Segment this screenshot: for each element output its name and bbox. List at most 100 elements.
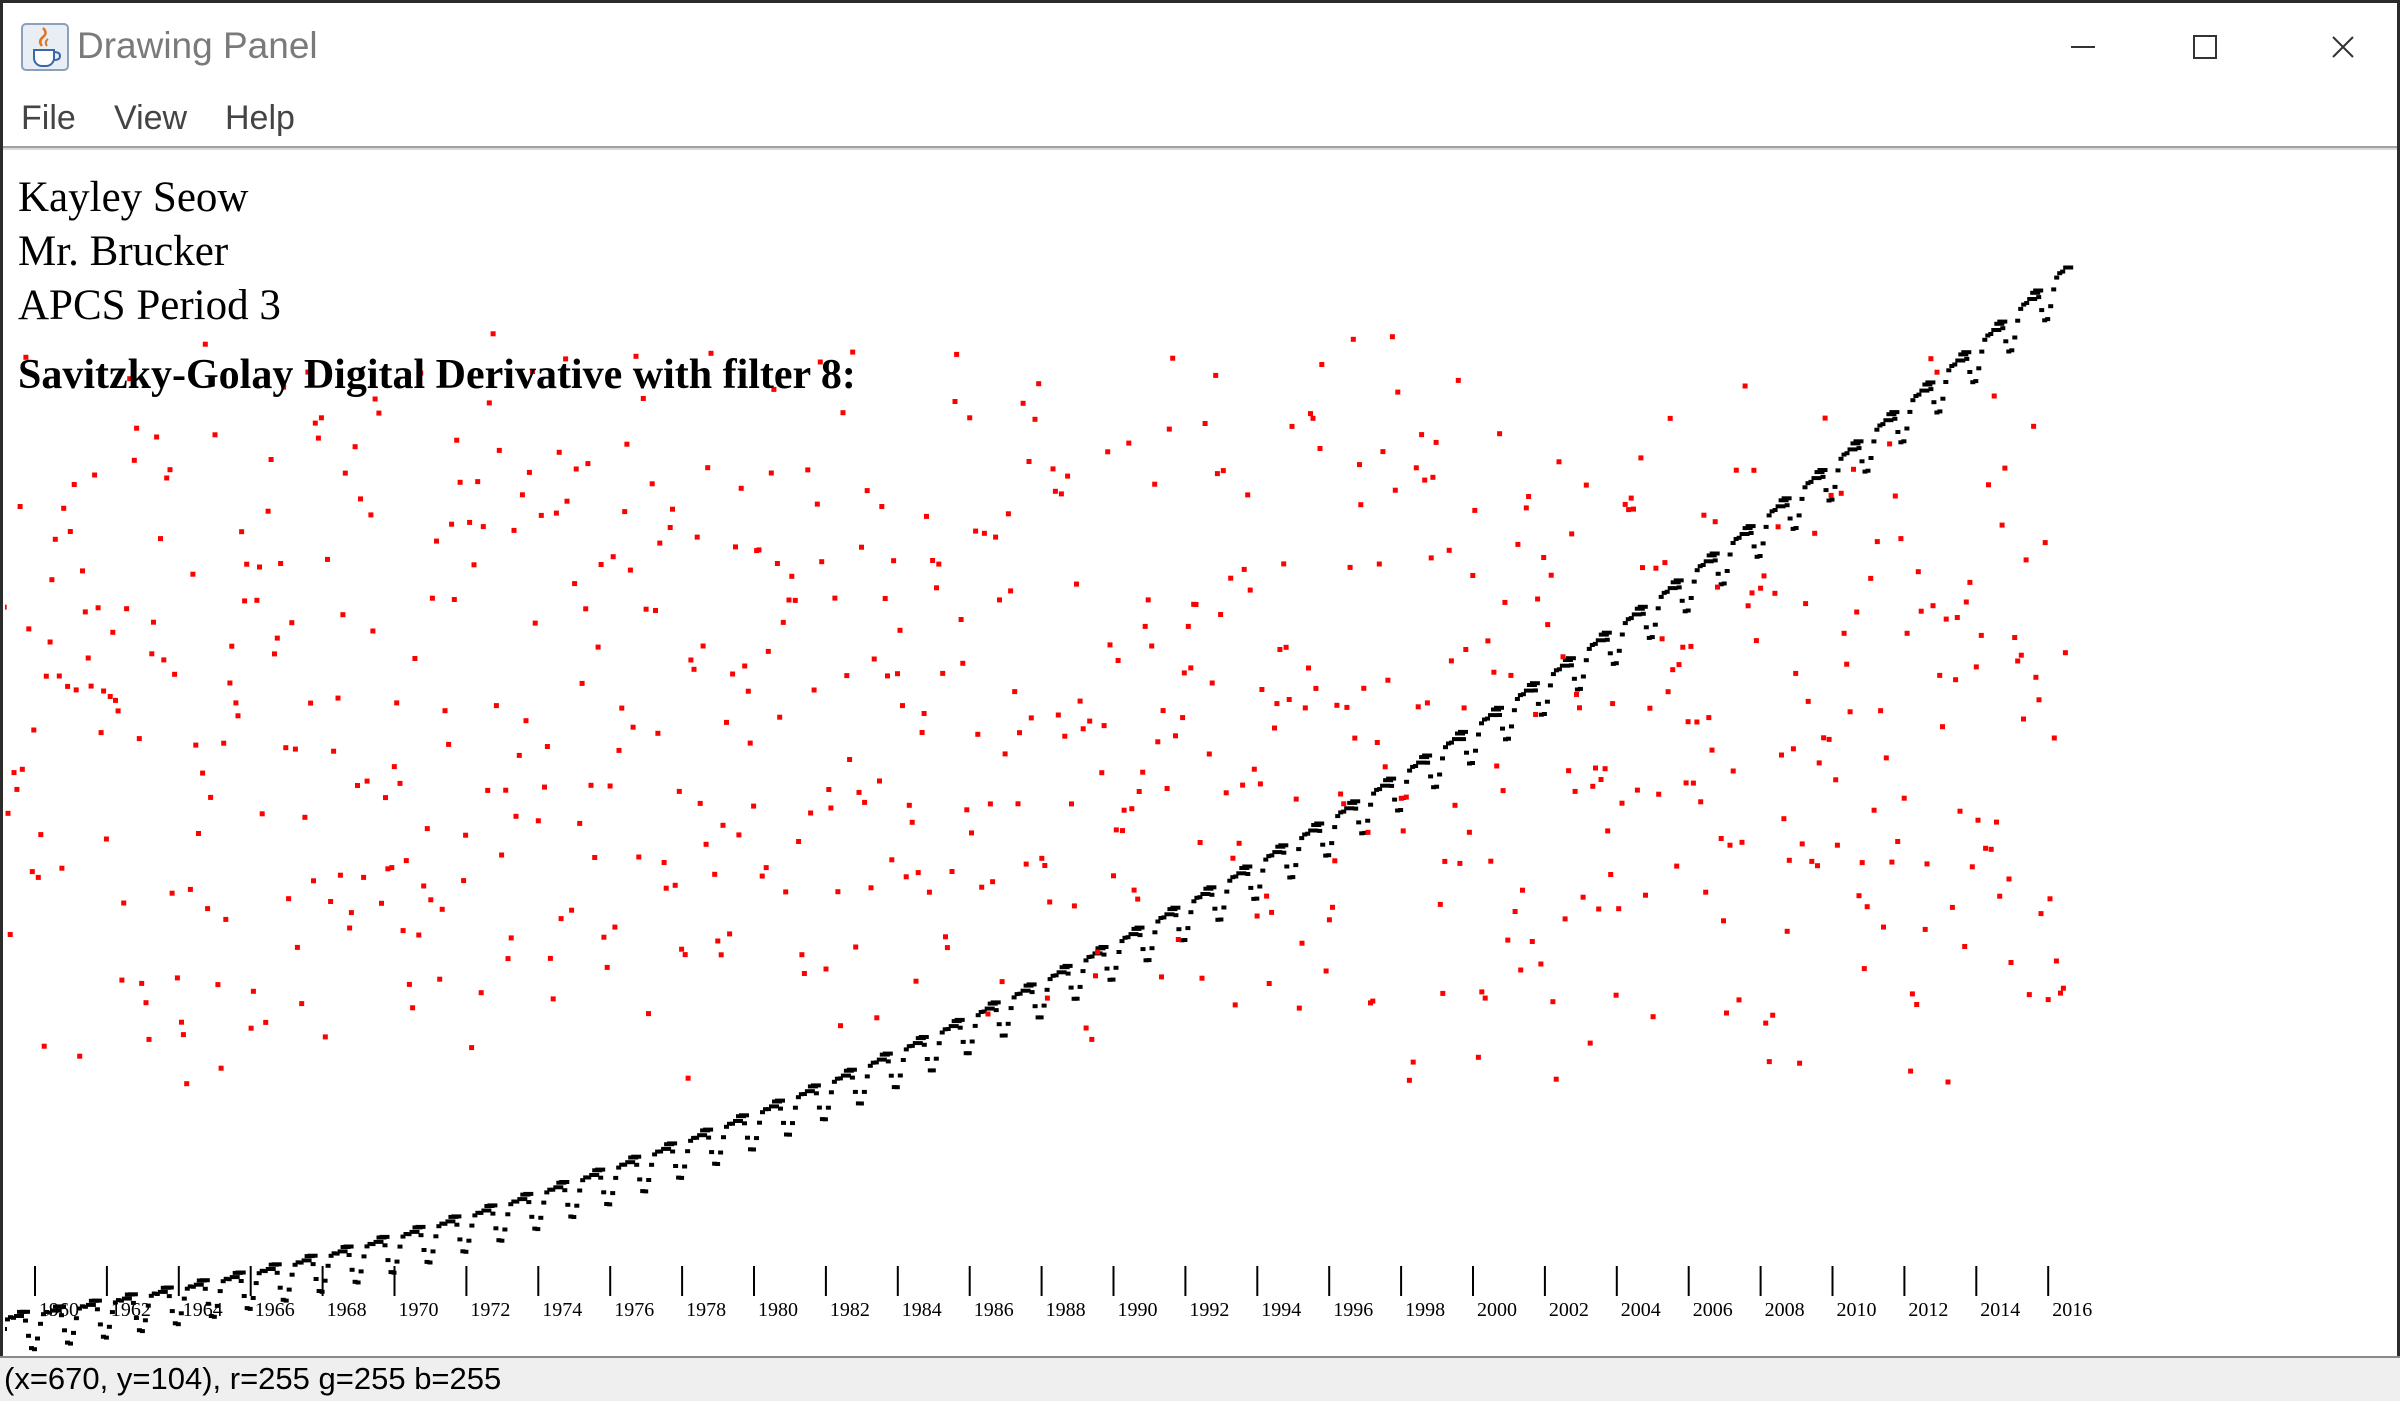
red-data-point: [1797, 1060, 1803, 1066]
black-data-point: [1574, 687, 1580, 692]
black-data-point: [202, 1286, 208, 1291]
black-data-point: [1730, 541, 1736, 545]
maximize-button[interactable]: [2140, 13, 2270, 81]
black-data-point: [661, 1146, 672, 1151]
black-data-point: [379, 1234, 390, 1239]
black-data-point: [1700, 563, 1706, 567]
red-data-point: [1448, 658, 1454, 664]
red-data-point: [718, 952, 724, 958]
red-data-point: [292, 746, 298, 752]
black-data-point: [20, 1309, 30, 1314]
red-data-point: [446, 741, 452, 747]
red-data-point: [532, 620, 538, 626]
black-data-point: [2024, 301, 2030, 305]
red-data-point: [973, 528, 979, 534]
red-data-point: [229, 643, 235, 649]
red-data-point: [1930, 603, 1936, 609]
black-data-point: [1889, 410, 1900, 415]
red-data-point: [239, 529, 245, 535]
black-data-point: [538, 1215, 544, 1220]
close-button[interactable]: [2278, 13, 2400, 81]
black-data-point: [1284, 864, 1290, 869]
black-data-point: [118, 1298, 124, 1303]
black-data-point: [367, 1241, 373, 1246]
red-data-point: [943, 934, 948, 940]
red-data-point: [1099, 770, 1105, 776]
black-data-point: [229, 1275, 240, 1280]
black-data-point: [1413, 764, 1419, 768]
red-data-point: [1887, 441, 1893, 447]
red-data-point: [1466, 829, 1472, 835]
black-data-point: [1784, 503, 1790, 508]
black-data-point: [574, 1203, 580, 1208]
title-bar[interactable]: Drawing Panel: [3, 3, 2397, 91]
red-data-point: [544, 744, 550, 749]
x-tick-label: 2002: [1549, 1299, 1589, 1321]
red-data-point: [1619, 800, 1625, 806]
black-data-point: [972, 1023, 978, 1028]
black-data-point: [1583, 658, 1589, 663]
red-data-point: [1145, 597, 1151, 603]
red-data-point: [700, 643, 706, 649]
black-data-point: [1245, 872, 1251, 876]
black-data-point: [784, 1132, 789, 1137]
menu-help[interactable]: Help: [225, 99, 295, 137]
red-data-point: [1185, 623, 1191, 629]
black-data-point: [478, 1210, 484, 1215]
red-data-point: [610, 554, 616, 560]
black-data-point: [619, 1162, 625, 1167]
red-data-point: [653, 608, 658, 613]
drawing-panel[interactable]: 1960196219641966196819701972197419761978…: [5, 151, 2397, 1356]
red-data-point: [328, 899, 334, 904]
red-data-point: [786, 597, 792, 603]
black-data-point: [1745, 524, 1756, 529]
black-data-point: [1398, 808, 1404, 812]
black-data-point: [2042, 318, 2048, 323]
black-data-point: [1479, 721, 1484, 726]
red-data-point: [1142, 623, 1148, 629]
red-data-point: [272, 651, 277, 657]
black-data-point: [226, 1277, 232, 1282]
black-data-point: [289, 1272, 295, 1277]
black-data-point: [1517, 693, 1523, 698]
black-data-point: [505, 1212, 511, 1217]
black-data-point: [1197, 895, 1203, 900]
black-data-point: [870, 1060, 876, 1065]
menu-file[interactable]: File: [21, 99, 76, 137]
red-data-point: [1790, 746, 1796, 752]
black-data-point: [172, 1321, 178, 1326]
red-data-point: [1166, 426, 1172, 432]
minimize-button[interactable]: [2018, 13, 2148, 81]
red-data-point: [1949, 904, 1955, 910]
red-data-point: [838, 1023, 843, 1029]
black-data-point: [601, 1190, 607, 1195]
red-data-point: [1602, 766, 1608, 772]
red-data-point: [235, 713, 241, 719]
red-data-point: [1008, 588, 1014, 594]
black-data-point: [2048, 304, 2054, 309]
red-data-point: [1155, 739, 1161, 745]
red-data-point: [1361, 685, 1367, 691]
red-data-point: [1310, 415, 1316, 421]
black-data-point: [112, 1300, 118, 1305]
red-data-point: [286, 896, 292, 902]
red-data-point: [1924, 861, 1930, 867]
black-data-point: [1919, 388, 1930, 393]
red-data-point: [26, 626, 32, 632]
black-data-point: [1329, 841, 1335, 846]
red-data-point: [348, 910, 354, 916]
black-data-point: [1155, 919, 1161, 924]
red-data-point: [985, 1011, 991, 1017]
red-data-point: [1758, 585, 1764, 591]
red-data-point: [844, 673, 850, 679]
black-data-point: [1946, 368, 1952, 373]
red-data-point: [814, 501, 820, 507]
black-data-point: [1452, 737, 1462, 742]
red-data-point: [1277, 647, 1283, 652]
red-data-point: [612, 924, 618, 930]
red-data-point: [1293, 796, 1299, 802]
red-data-point: [1553, 1076, 1559, 1082]
black-data-point: [370, 1242, 376, 1247]
red-data-point: [643, 606, 649, 612]
menu-view[interactable]: View: [114, 99, 188, 137]
